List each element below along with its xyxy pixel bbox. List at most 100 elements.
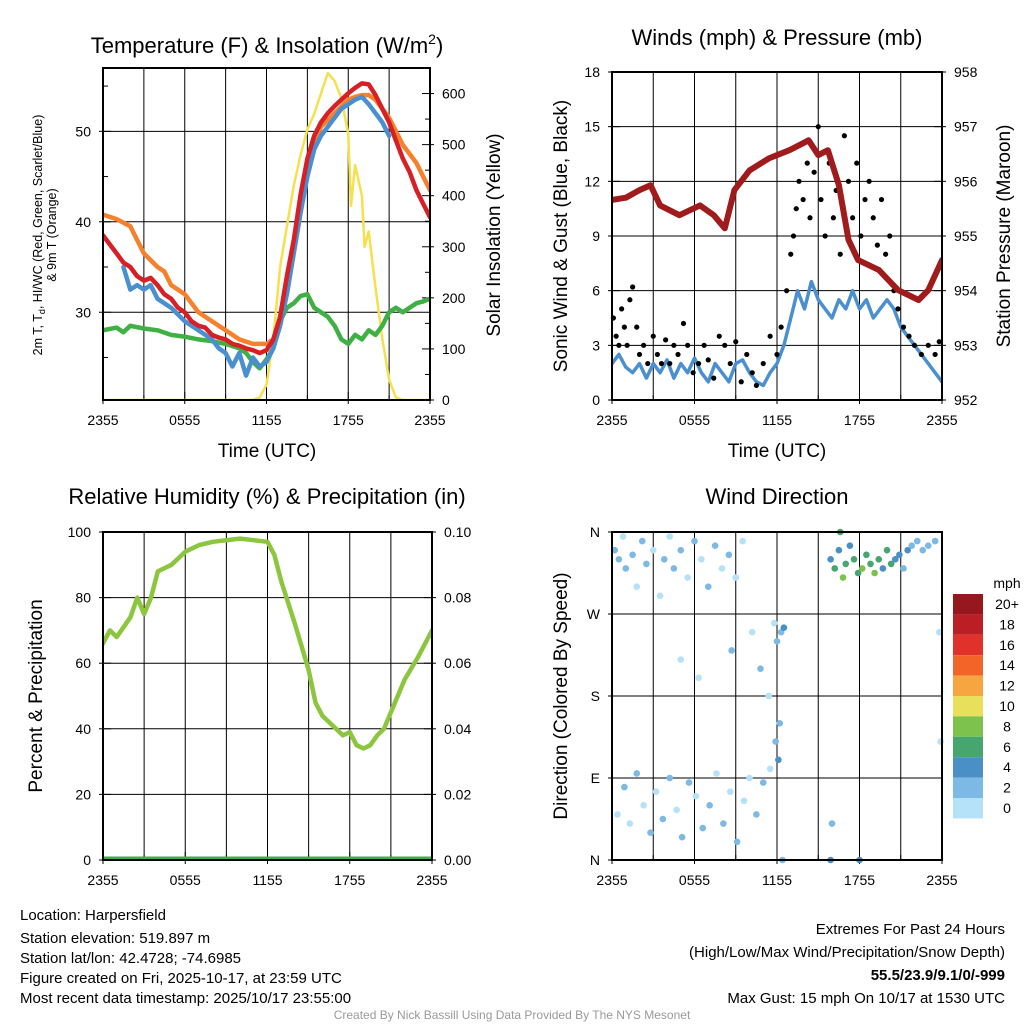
legend-label: 4: [1003, 759, 1011, 775]
wind-direction-point: [728, 647, 735, 654]
x-axis-tick-label: 1155: [762, 872, 792, 888]
left-axis-tick-label: N: [590, 852, 600, 868]
wind-direction-point: [850, 556, 858, 563]
legend-label: 20+: [995, 596, 1019, 612]
wind-direction-point: [780, 624, 788, 631]
temperature-panel-title: Temperature (F) & Insolation (W/m2): [91, 31, 444, 58]
left-axis-tick-label: 60: [75, 655, 91, 671]
gust-point: [701, 342, 707, 348]
x-axis-tick-label: 0555: [679, 412, 710, 428]
wind-direction-point: [652, 788, 660, 795]
sonic-wind-line: [612, 279, 942, 388]
gust-point: [862, 196, 868, 203]
gust-point: [790, 233, 797, 239]
wind-direction-point: [615, 556, 623, 563]
right-axis-tick-label: 100: [442, 341, 466, 357]
wind-direction-point: [692, 792, 700, 800]
wind-direction-point: [846, 542, 854, 549]
wind-direction-point: [633, 770, 641, 777]
gust-point: [627, 297, 633, 303]
left-axis-tick-label: 6: [592, 283, 600, 299]
gust-point: [630, 284, 636, 290]
wind-direction-point: [720, 820, 727, 827]
wind-direction-point: [713, 770, 720, 777]
right-axis-tick-label: 500: [442, 137, 466, 153]
gust-point: [733, 339, 739, 345]
wind-direction-panel: N E S W N 2355 0555 1155 1755 2355: [587, 524, 958, 888]
gust-point: [650, 333, 656, 339]
wind-direction-point: [711, 542, 719, 549]
gust-point: [645, 360, 651, 367]
gust-point: [887, 233, 893, 239]
wind-direction-point: [835, 546, 843, 554]
legend-swatch: [953, 777, 983, 798]
gust-point: [738, 379, 744, 385]
x-axis-tick-label: 2355: [596, 412, 627, 428]
wind-direction-point: [924, 542, 932, 549]
wind-direction-point: [626, 820, 634, 827]
credit: Created By Nick Bassill Using Data Provi…: [334, 1008, 691, 1022]
gust-point: [675, 351, 681, 358]
wind-direction-point: [867, 560, 874, 568]
footer-recent-data: Most recent data timestamp: 2025/10/17 2…: [20, 990, 351, 1007]
wind-direction-point: [908, 542, 916, 549]
gust-point: [918, 351, 924, 358]
gust-point: [613, 333, 619, 339]
wind-direction-point: [746, 774, 753, 782]
extremes-values: 55.5/23.9/9.1/0/-999: [871, 967, 1005, 984]
gust-point: [716, 333, 722, 339]
x-axis-tick-label: 2355: [926, 412, 957, 428]
wind-direction-point: [659, 815, 667, 823]
wind-direction-point: [765, 692, 773, 700]
footer-created: Figure created on Fri, 2025-10-17, at 23…: [20, 970, 342, 987]
wind-direction-point: [691, 537, 698, 545]
winds-plot-frame: [611, 71, 943, 401]
wind-direction-point: [913, 537, 921, 545]
wind-direction-point: [757, 665, 764, 672]
right-axis-tick-label: 0: [442, 392, 450, 408]
wind-direction-point: [740, 797, 748, 805]
x-axis-tick-label: 1755: [844, 412, 875, 428]
gust-point: [690, 370, 696, 376]
left-axis-tick-label: W: [587, 606, 601, 622]
wind-direction-left-axis-label: Direction (Colored By Speed): [551, 572, 572, 819]
legend-swatch: [953, 736, 983, 758]
wind-direction-point: [718, 565, 726, 572]
gust-point: [936, 339, 942, 345]
legend-swatch: [953, 655, 983, 676]
legend-label: 8: [1003, 718, 1011, 734]
wind-direction-point: [875, 556, 883, 563]
legend-label: 12: [999, 678, 1015, 694]
extremes-fields: (High/Low/Max Wind/Precipitation/Snow De…: [689, 944, 1005, 961]
gust-point: [705, 357, 711, 363]
gust-point: [788, 251, 794, 257]
winds-x-axis-label: Time (UTC): [728, 441, 827, 462]
legend-label: 6: [1003, 739, 1011, 755]
left-axis-tick-label: 40: [75, 214, 91, 230]
gust-point: [906, 333, 912, 339]
wind-direction-point: [726, 788, 734, 795]
gust-point: [793, 206, 799, 212]
gust-point: [760, 360, 766, 367]
left-axis-tick-label: 3: [592, 337, 600, 353]
wind-direction-point: [621, 783, 628, 791]
gust-point: [621, 324, 627, 330]
wind-direction-point: [887, 560, 895, 568]
wind-direction-point: [739, 537, 746, 545]
legend-title: mph: [993, 575, 1020, 591]
max-gust: Max Gust: 15 mph On 10/17 at 1530 UTC: [727, 990, 1005, 1007]
wind-direction-point: [643, 560, 650, 568]
left-axis-tick-label: 40: [75, 721, 91, 737]
wind-direction-point: [670, 565, 678, 572]
wind-direction-point: [759, 779, 767, 786]
gust-point: [685, 342, 691, 348]
wind-direction-point: [660, 556, 668, 563]
left-axis-tick-label: 15: [584, 119, 600, 135]
left-axis-tick-label: 30: [75, 304, 91, 320]
right-axis-tick-label: 600: [442, 86, 466, 102]
gust-point: [774, 351, 780, 358]
wind-direction-point: [673, 806, 680, 814]
series-hi-wc-line: [121, 94, 392, 378]
gust-point: [818, 196, 824, 203]
footer-latlon: Station lat/lon: 42.4728; -74.6985: [20, 950, 241, 967]
